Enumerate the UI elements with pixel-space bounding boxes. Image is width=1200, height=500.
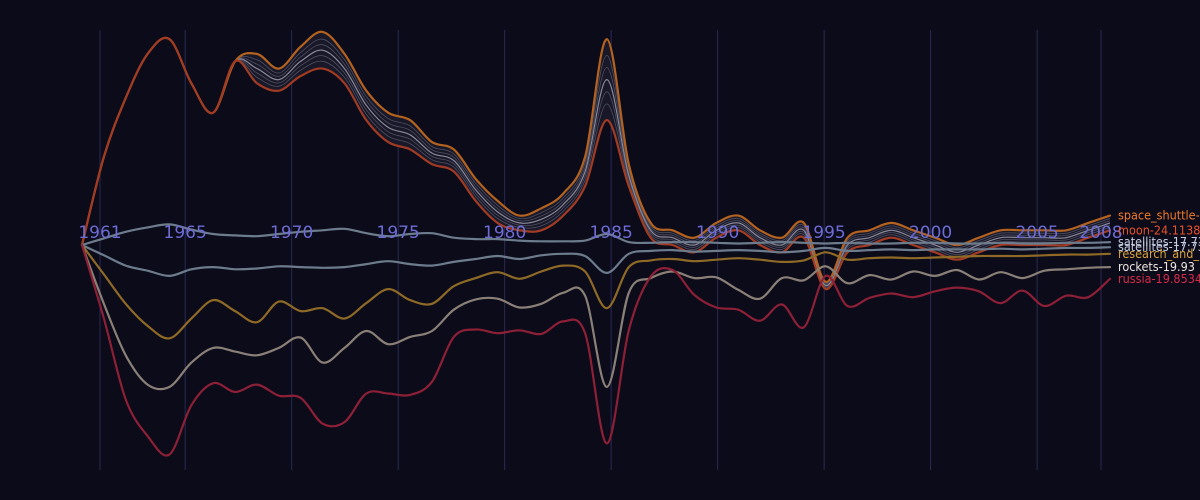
tick-label-2005: 2005 <box>1015 223 1058 243</box>
tick-label-2000: 2000 <box>909 223 952 243</box>
series-label-russia: russia-19.8534 <box>1118 271 1200 286</box>
series-line-russia <box>80 243 1112 457</box>
band-strand-2 <box>81 37 1111 287</box>
series-line-satellites_upper <box>80 223 1112 247</box>
series-line-space_shuttle <box>80 30 1112 283</box>
tick-label-1975: 1975 <box>377 223 420 243</box>
stream-band-space <box>82 31 1110 290</box>
band-strand-3 <box>81 37 1111 286</box>
series-line-moon <box>80 36 1112 291</box>
series-labels: space_shuttle-moon-24.11387 rsatellites-… <box>1118 208 1200 286</box>
tick-label-1961: 1961 <box>78 223 121 243</box>
tick-label-2008: 2008 <box>1079 223 1122 243</box>
series-line-research_and_development <box>80 243 1112 340</box>
series-label-research_and_development: research_and_ <box>1118 246 1199 261</box>
tick-label-1970: 1970 <box>270 223 313 243</box>
tick-label-1990: 1990 <box>696 223 739 243</box>
tick-label-1985: 1985 <box>590 223 633 243</box>
series-label-space_shuttle: space_shuttle- <box>1118 208 1200 223</box>
tick-label-1995: 1995 <box>802 223 845 243</box>
series-label-rockets: rockets-19.93 <box>1118 259 1195 274</box>
x-axis-tick-labels: 1961 1965 1970 1975 1980 1985 1990 1995 2000 2005… <box>78 223 1122 243</box>
tick-label-1965: 1965 <box>164 223 207 243</box>
series-line-rockets <box>80 243 1112 391</box>
series-label-satellites_lower: satellites-17.73 <box>1118 239 1200 254</box>
series-line-satellites_lower <box>80 243 1112 278</box>
band-strand-5 <box>81 37 1111 284</box>
series-lines <box>80 30 1112 457</box>
tick-label-1980: 1980 <box>483 223 526 243</box>
stream-band-fills <box>81 31 1111 290</box>
series-label-moon: moon-24.11387 r <box>1118 222 1200 237</box>
series-label-satellites_upper: satellites-17.73 <box>1118 234 1200 249</box>
